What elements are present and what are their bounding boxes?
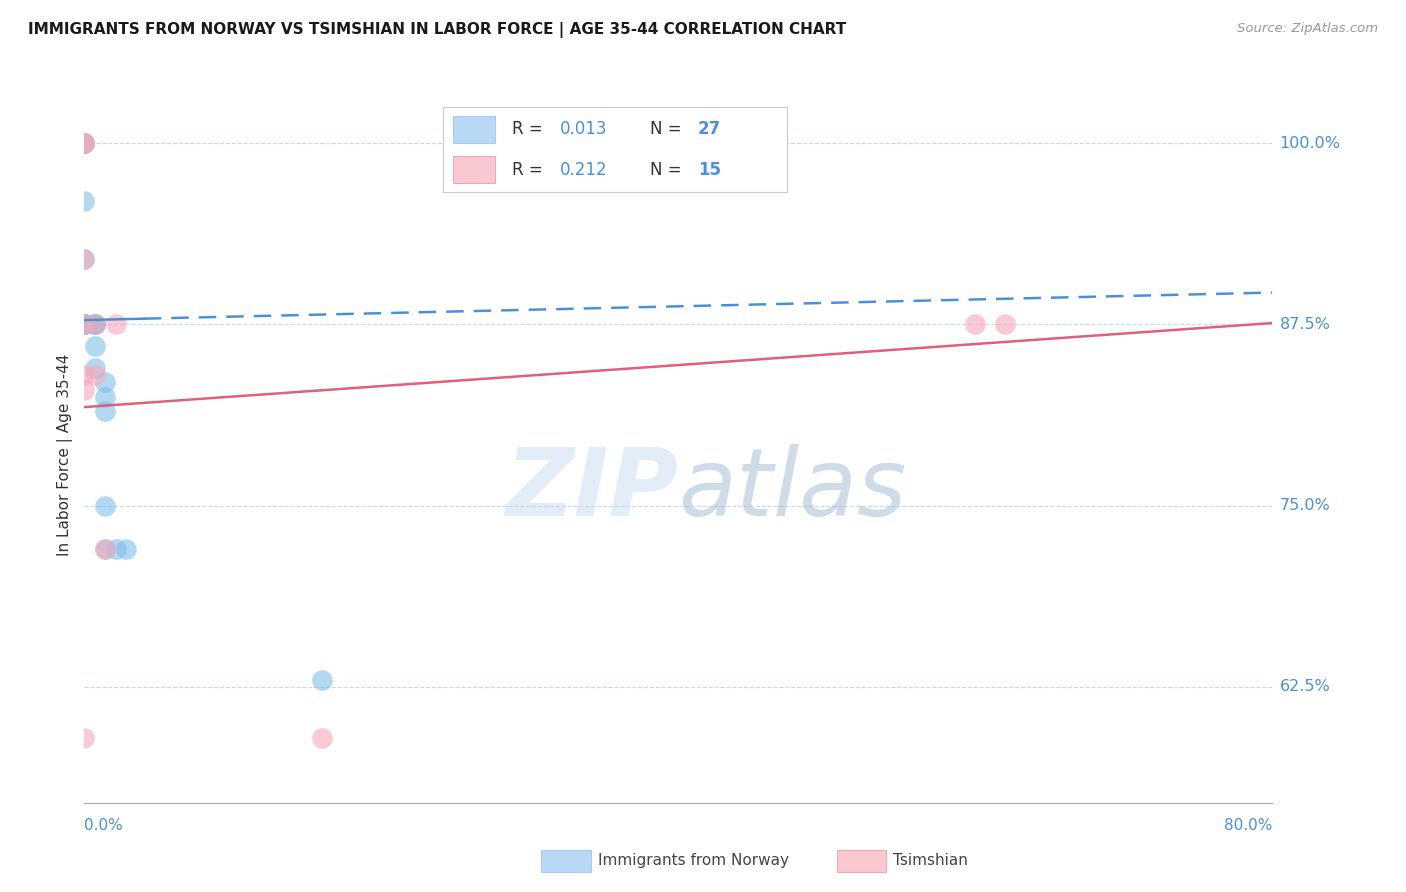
Text: 100.0%: 100.0% (1279, 136, 1340, 151)
Text: atlas: atlas (679, 444, 907, 535)
Point (311, 673, 333, 687)
Point (83, 318, 105, 332)
Point (73, 318, 96, 332)
Point (73, 318, 96, 332)
Text: Tsimshian: Tsimshian (893, 854, 967, 868)
Point (73, 318, 96, 332)
Point (965, 318, 987, 332)
Point (73, 318, 96, 332)
Text: R =: R = (512, 161, 548, 178)
Point (83, 318, 105, 332)
Text: 0.013: 0.013 (560, 120, 607, 138)
Point (94, 376, 117, 390)
Point (83, 318, 105, 332)
Text: 62.5%: 62.5% (1279, 680, 1330, 694)
Point (104, 542, 127, 557)
Point (104, 318, 127, 332)
Point (73, 383, 96, 397)
Text: Immigrants from Norway: Immigrants from Norway (598, 854, 789, 868)
Point (83, 368, 105, 383)
Point (83, 360, 105, 375)
Text: IMMIGRANTS FROM NORWAY VS TSIMSHIAN IN LABOR FORCE | AGE 35-44 CORRELATION CHART: IMMIGRANTS FROM NORWAY VS TSIMSHIAN IN L… (28, 22, 846, 38)
Text: N =: N = (650, 161, 686, 178)
Point (73, 136, 96, 151)
Text: Source: ZipAtlas.com: Source: ZipAtlas.com (1237, 22, 1378, 36)
Text: R =: R = (512, 120, 548, 138)
Point (73, 731, 96, 745)
Point (94, 499, 117, 513)
Point (94, 390, 117, 404)
Text: 0.0%: 0.0% (84, 818, 124, 832)
Point (73, 136, 96, 151)
Point (73, 136, 96, 151)
Bar (453, 156, 495, 183)
Text: 15: 15 (697, 161, 721, 178)
Point (83, 318, 105, 332)
Point (73, 318, 96, 332)
Point (73, 318, 96, 332)
Text: 87.5%: 87.5% (1279, 317, 1330, 332)
Point (73, 136, 96, 151)
Point (73, 136, 96, 151)
Point (73, 318, 96, 332)
Point (94, 404, 117, 418)
Y-axis label: In Labor Force | Age 35-44: In Labor Force | Age 35-44 (58, 354, 73, 556)
Point (83, 339, 105, 353)
Point (73, 252, 96, 267)
Point (73, 252, 96, 267)
Point (94, 542, 117, 557)
Text: 0.212: 0.212 (560, 161, 607, 178)
Point (94, 542, 117, 557)
Text: 27: 27 (697, 120, 721, 138)
Text: 80.0%: 80.0% (1225, 818, 1272, 832)
Point (73, 318, 96, 332)
Text: 75.0%: 75.0% (1279, 498, 1330, 513)
Bar (453, 116, 495, 143)
Text: N =: N = (650, 120, 686, 138)
Point (994, 318, 1017, 332)
Point (115, 542, 138, 557)
Text: ZIP: ZIP (506, 443, 679, 536)
Point (73, 318, 96, 332)
Point (73, 194, 96, 209)
Point (311, 731, 333, 745)
Point (73, 368, 96, 383)
